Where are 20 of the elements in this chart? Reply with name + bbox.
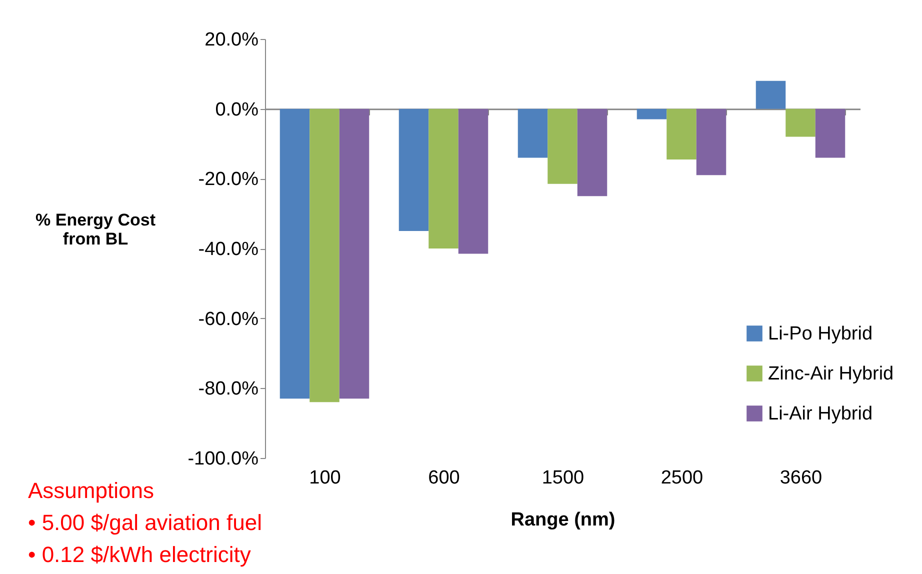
y-axis-title: % Energy Cost from BL [36, 210, 156, 248]
y-tick-label: 20.0% [204, 30, 259, 50]
y-tick-label: -80.0% [198, 378, 259, 400]
x-tick-label: 600 [428, 468, 460, 488]
text: • 0.12 $/kWh electricity [28, 542, 251, 567]
y-tick-label: 0.0% [215, 99, 259, 120]
y-tick-label: -20.0% [198, 169, 259, 190]
x-tick-label: 3660 [780, 468, 822, 488]
x-tick-label: 1500 [542, 468, 584, 488]
x-tick-label: 100 [309, 468, 341, 488]
x-axis-title: Range (nm) [510, 510, 616, 530]
legend-label: Li-Air Hybrid [768, 404, 873, 424]
text: • 5.00 $/gal aviation fuel [28, 510, 262, 535]
text: Assumptions [28, 478, 154, 503]
legend-label: Zinc-Air Hybrid [768, 364, 894, 384]
y-tick-label: -100.0% [188, 448, 259, 470]
y-tick-label: -60.0% [198, 308, 259, 330]
legend-label: Li-Po Hybrid [768, 324, 873, 344]
y-tick-label: -40.0% [198, 239, 259, 260]
x-tick-label: 2500 [660, 468, 704, 488]
